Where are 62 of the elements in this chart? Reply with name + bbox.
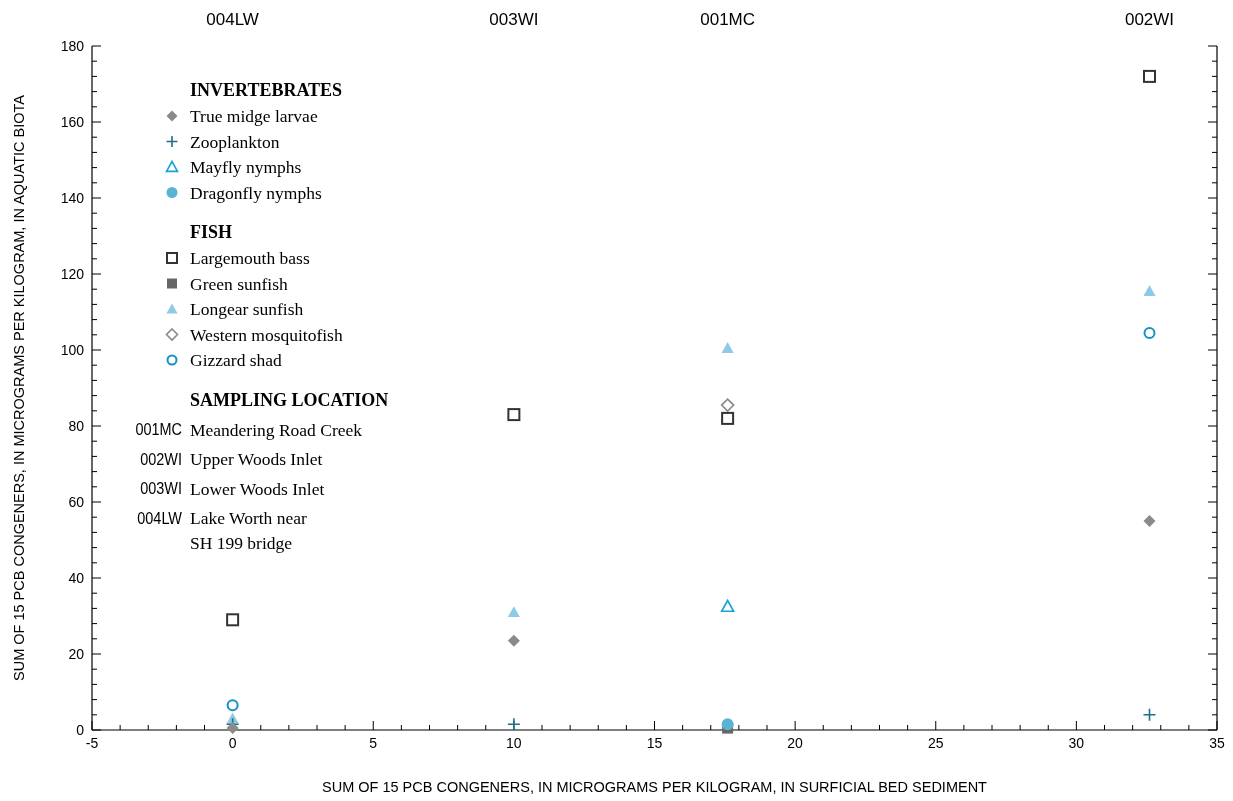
y-tick-label: 140 <box>60 190 85 206</box>
x-tick-label: 5 <box>369 735 378 751</box>
point <box>1143 285 1156 296</box>
point <box>226 613 240 627</box>
point <box>507 408 521 422</box>
legend-label: Gizzard shad <box>190 350 283 370</box>
point <box>507 606 520 617</box>
annotation: Meandering Road Creek <box>190 419 363 440</box>
x-axis-title: SUM OF 15 PCB CONGENERS, IN MICROGRAMS PER KILOGRAM, IN SURFICIAL BED SEDIMENT <box>322 779 988 795</box>
y-tick-label: 120 <box>60 266 85 282</box>
y-tick-label: 40 <box>68 570 85 586</box>
annotation: INVERTEBRATES <box>190 80 343 100</box>
legend-label: Zooplankton <box>190 131 280 152</box>
point <box>226 699 239 712</box>
point <box>1142 708 1157 722</box>
legend-label: Dragonfly nymphs <box>190 182 322 203</box>
legend-label: Largemouth bass <box>190 248 310 268</box>
text: 004LW <box>206 10 259 29</box>
y-tick-label: 180 <box>60 38 85 54</box>
legend-label: Mayfly nymphs <box>190 157 302 177</box>
annotation: 003WI <box>140 479 182 498</box>
x-tick-label: 10 <box>506 735 522 751</box>
annotation: Lower Woods Inlet <box>190 478 325 499</box>
point <box>721 718 734 731</box>
legend-label: True midge larvae <box>190 106 318 126</box>
x-tick-label: 0 <box>228 735 237 751</box>
point <box>507 717 521 732</box>
point <box>721 411 735 425</box>
point <box>226 722 239 735</box>
text: 002WI <box>1124 10 1175 29</box>
y-tick-label: 100 <box>60 342 85 358</box>
point <box>1143 515 1156 527</box>
x-tick-label: 15 <box>646 735 663 751</box>
y-tick-label: 0 <box>76 722 85 738</box>
y-axis-title: SUM OF 15 PCB CONGENERS, IN MICROGRAMS PER KILOGRAM, IN AQUATIC BIOTA <box>11 94 27 681</box>
x-tick-label: 30 <box>1068 735 1085 751</box>
legend-label: Western mosquitofish <box>190 324 343 345</box>
legend-label: Green sunfish <box>190 273 288 294</box>
point <box>720 599 735 613</box>
point <box>507 634 520 647</box>
y-tick-label: 60 <box>68 494 85 510</box>
annotation: SAMPLING LOCATION <box>190 389 389 410</box>
x-tick-label: 35 <box>1209 735 1225 751</box>
point <box>720 398 735 412</box>
annotation: 004LW <box>137 508 183 528</box>
y-tick-label: 160 <box>60 114 85 130</box>
text: 001MC <box>700 10 756 29</box>
annotation: FISH <box>190 222 233 242</box>
x-tick-label: 20 <box>787 735 804 751</box>
point <box>721 342 734 353</box>
x-tick-label: 25 <box>927 735 944 751</box>
annotation: Upper Woods Inlet <box>190 449 323 469</box>
annotation: Lake Worth near SH 199 bridge <box>190 508 307 553</box>
point <box>1143 69 1156 83</box>
x-tick-label: -5 <box>85 735 99 751</box>
annotation: 002WI <box>140 449 182 469</box>
legend-label: Longear sunfish <box>190 299 304 319</box>
text: 003WI <box>489 10 539 29</box>
y-tick-label: 80 <box>68 418 85 434</box>
y-tick-label: 20 <box>68 646 85 662</box>
annotation: 001MC <box>135 420 182 439</box>
point <box>1143 326 1156 339</box>
